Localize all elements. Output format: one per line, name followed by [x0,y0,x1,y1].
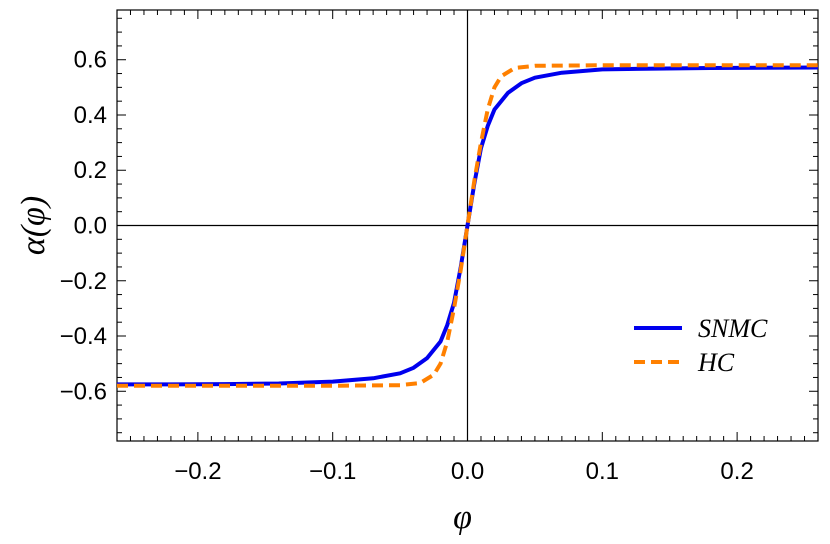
plot-frame [116,9,819,442]
y-tick-label: 0.6 [74,47,107,74]
y-axis-title: α(φ) [15,196,52,255]
y-tick-label: 0.0 [74,213,107,240]
series-layer [117,63,818,388]
y-tick-label: 0.2 [74,157,107,184]
y-tick-label: −0.2 [60,268,107,295]
y-tick-label: 0.4 [74,102,107,129]
y-tick-label: −0.6 [60,378,107,405]
x-axis-title: φ [453,499,472,536]
y-tick-label: −0.4 [60,323,107,350]
axes-layer: −0.2 −0.1 0.0 0.1 0.2 −0.6 −0.4 −0.2 0.0 0.2 0.4 0.… [15,9,819,536]
x-tick-label: 0.0 [451,458,484,485]
x-tick-label: −0.2 [174,458,221,485]
x-tick-label: −0.1 [309,458,356,485]
legend-label-snmc: SNMC [698,314,768,343]
x-tick-label: 0.2 [720,458,753,485]
legend: SNMC HC [634,314,768,377]
series-line-snmc [117,65,818,387]
legend-label-hc: HC [697,348,735,377]
x-tick-label: 0.1 [586,458,619,485]
series-line-hc [117,63,818,388]
